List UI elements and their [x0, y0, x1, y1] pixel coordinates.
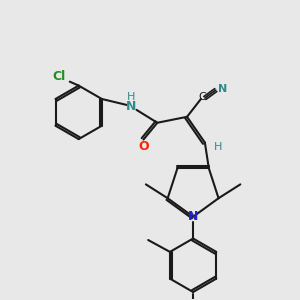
Text: O: O: [138, 140, 149, 153]
Text: C: C: [198, 92, 206, 102]
Text: H: H: [214, 142, 222, 152]
Text: H: H: [128, 92, 136, 102]
Text: Cl: Cl: [52, 70, 65, 83]
Text: N: N: [126, 100, 137, 113]
Text: N: N: [188, 210, 198, 223]
Text: N: N: [218, 84, 227, 94]
